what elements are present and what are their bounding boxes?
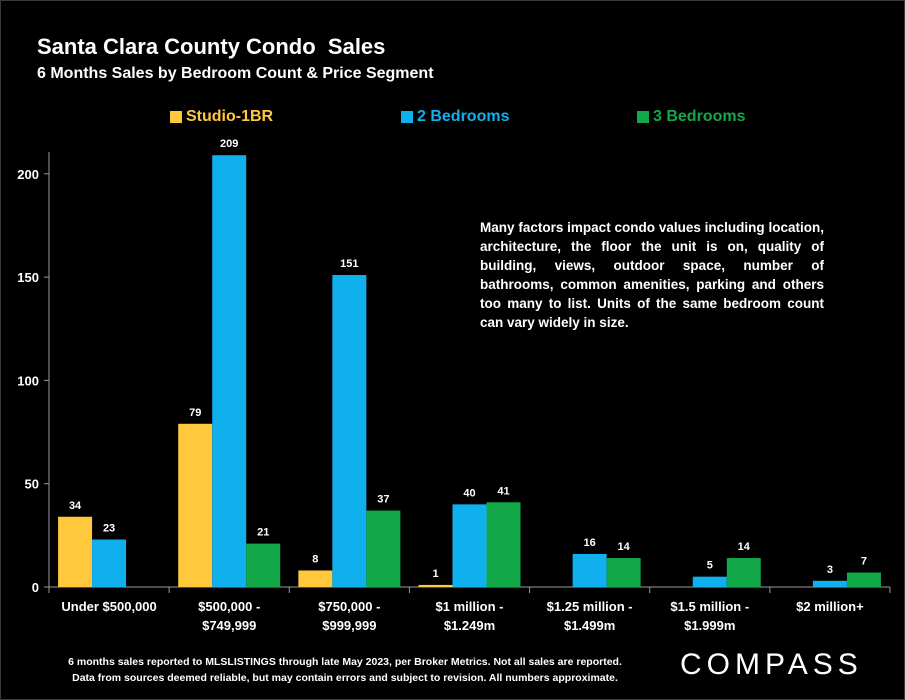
bar	[212, 155, 247, 587]
bar	[298, 570, 333, 587]
bar	[92, 539, 127, 587]
footer-source: 6 months sales reported to MLSLISTINGS t…	[20, 654, 670, 686]
bar-value-label: 8	[312, 553, 318, 565]
x-tick-label: $750,000 -	[318, 599, 380, 614]
bar-value-label: 21	[257, 527, 269, 539]
bar-value-label: 34	[69, 500, 82, 512]
x-tick-label: $1.249m	[444, 618, 495, 633]
x-tick-label: $1.25 million -	[547, 599, 633, 614]
bar-value-label: 5	[707, 560, 713, 572]
compass-logo: COMPASS	[680, 648, 863, 681]
bar	[452, 504, 487, 587]
bar-value-label: 23	[103, 522, 115, 534]
footer-line-1: 6 months sales reported to MLSLISTINGS t…	[68, 656, 622, 668]
legend-swatch-3br	[637, 111, 649, 123]
legend-item-studio: Studio-1BR	[170, 108, 273, 126]
bar	[692, 576, 727, 587]
bar-value-label: 209	[220, 138, 238, 150]
legend-label-studio: Studio-1BR	[186, 108, 274, 125]
bar-value-label: 40	[463, 487, 475, 499]
bar-value-label: 7	[861, 556, 867, 568]
bar-value-label: 14	[738, 541, 751, 553]
annotation-note: Many factors impact condo values includi…	[480, 220, 824, 330]
y-tick-label: 50	[25, 477, 39, 492]
bar	[486, 502, 521, 587]
bar	[812, 580, 847, 587]
bar-value-label: 14	[618, 541, 631, 553]
legend: Studio-1BR 2 Bedrooms 3 Bedrooms	[0, 108, 905, 128]
bar	[246, 543, 281, 587]
bar	[572, 553, 607, 587]
bar-value-label: 3	[827, 564, 833, 576]
legend-item-3br: 3 Bedrooms	[637, 108, 745, 126]
chart-subtitle: 6 Months Sales by Bedroom Count & Price …	[37, 65, 434, 82]
bar	[332, 275, 367, 587]
bar-value-label: 37	[377, 494, 389, 506]
bar	[726, 558, 761, 587]
x-tick-label: $1.999m	[684, 618, 735, 633]
y-tick-label: 100	[17, 373, 39, 388]
y-tick-label: 150	[17, 270, 39, 285]
legend-label-2br: 2 Bedrooms	[417, 108, 510, 125]
bar-value-label: 1	[432, 568, 438, 580]
bar	[418, 584, 453, 587]
legend-label-3br: 3 Bedrooms	[653, 108, 746, 125]
bar	[366, 510, 401, 587]
bar-value-label: 16	[584, 537, 596, 549]
bar	[58, 516, 93, 587]
x-tick-label: $1 million -	[436, 599, 504, 614]
x-tick-label: $999,999	[322, 618, 376, 633]
bar-value-label: 41	[497, 485, 509, 497]
y-tick-label: 200	[17, 167, 39, 182]
x-tick-label: $1.499m	[564, 618, 615, 633]
x-tick-label: $749,999	[202, 618, 256, 633]
x-tick-label: $1.5 million -	[670, 599, 749, 614]
bar	[606, 558, 641, 587]
chart-title: Santa Clara County Condo Sales	[37, 34, 386, 59]
legend-swatch-2br	[401, 111, 413, 123]
bar-value-label: 151	[340, 258, 358, 270]
legend-item-2br: 2 Bedrooms	[401, 108, 509, 126]
legend-swatch-studio	[170, 111, 182, 123]
footer-line-2: Data from sources deemed reliable, but m…	[72, 672, 618, 684]
bar-value-label: 79	[189, 407, 201, 419]
bar	[846, 572, 881, 587]
x-tick-label: Under $500,000	[61, 599, 156, 614]
bar	[178, 423, 213, 587]
x-tick-label: $500,000 -	[198, 599, 260, 614]
x-tick-label: $2 million+	[796, 599, 864, 614]
y-tick-label: 0	[32, 580, 39, 595]
